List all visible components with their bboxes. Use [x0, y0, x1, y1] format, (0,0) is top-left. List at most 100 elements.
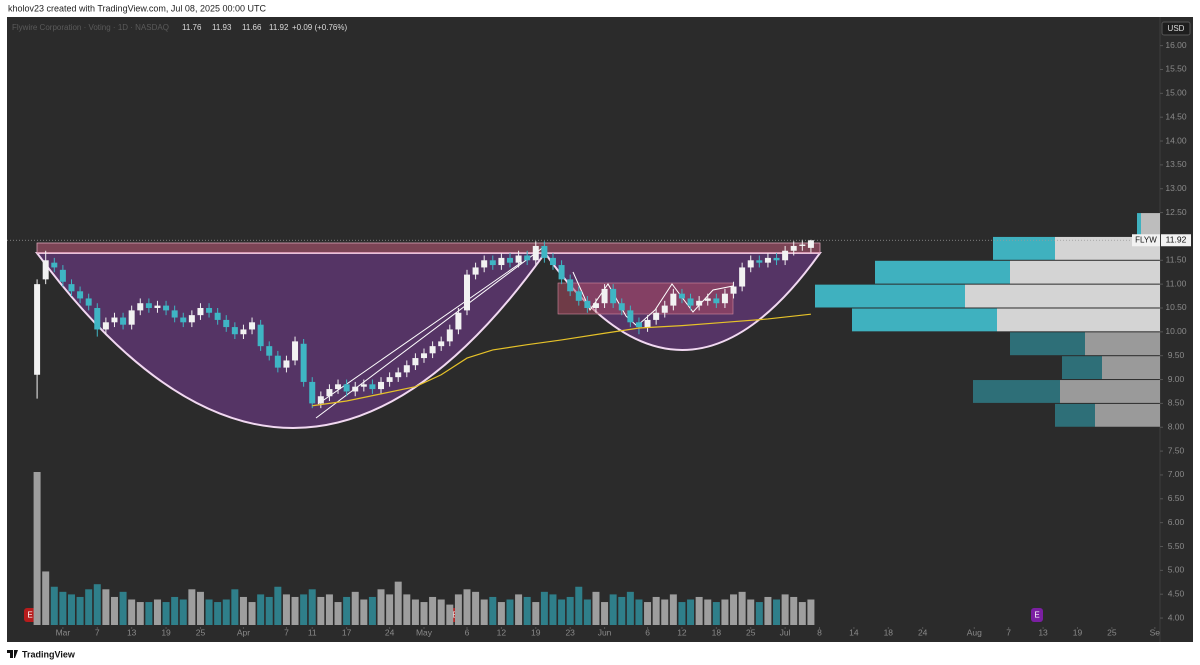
volume-bar — [497, 602, 505, 625]
candle-body — [266, 346, 273, 356]
y-tick-label: 15.50 — [1165, 64, 1187, 74]
candle-body — [300, 343, 307, 382]
candle-body — [34, 284, 41, 375]
candle-body — [111, 317, 118, 323]
volume-bar — [188, 589, 196, 625]
volume-bar — [515, 594, 523, 625]
volume-bar — [291, 596, 299, 625]
earnings-badge[interactable] — [1031, 608, 1043, 622]
y-tick-label: 5.00 — [1168, 565, 1185, 575]
candle-body — [206, 307, 213, 313]
candle-body — [799, 244, 806, 246]
candle-body — [489, 260, 496, 266]
volume-bar — [93, 584, 101, 625]
candle-body — [429, 346, 436, 354]
candle-body — [369, 384, 376, 390]
candle-body — [644, 319, 651, 328]
volume-bar — [274, 586, 282, 625]
volume-bar — [59, 591, 67, 625]
volume-bar — [429, 596, 437, 625]
volume-bar — [669, 594, 677, 625]
volume-bar — [119, 591, 127, 625]
candle-body — [687, 298, 694, 306]
volume-bar — [618, 596, 626, 625]
volume-bar — [480, 599, 488, 625]
candle-body — [77, 291, 84, 299]
x-tick-label: 23 — [565, 627, 575, 637]
profile-down — [1137, 213, 1141, 236]
volume-bar — [145, 602, 153, 625]
volume-bar — [695, 596, 703, 625]
volume-bar — [807, 599, 815, 625]
volume-bar — [136, 602, 144, 625]
x-tick-label: 24 — [918, 627, 928, 637]
candle-body — [764, 257, 771, 263]
candle-body — [59, 269, 66, 282]
candle-body — [678, 293, 685, 299]
candle-body — [567, 279, 574, 292]
y-tick-label: 15.00 — [1165, 88, 1187, 98]
candle-body — [532, 245, 539, 261]
candle-body — [120, 317, 127, 325]
y-tick-label: 10.50 — [1165, 302, 1187, 312]
earnings-label[interactable]: E — [27, 611, 32, 620]
candle-body — [163, 305, 170, 311]
y-tick-label: 7.00 — [1168, 469, 1185, 479]
y-tick-label: 7.50 — [1168, 445, 1185, 455]
volume-bar — [411, 599, 419, 625]
candle-body — [592, 303, 599, 308]
volume-bar — [231, 589, 239, 625]
volume-bar — [687, 599, 695, 625]
volume-bar — [239, 596, 247, 625]
candle-body — [188, 315, 195, 323]
candle-body — [618, 303, 625, 311]
candle-body — [455, 312, 462, 330]
volume-bar — [489, 596, 497, 625]
y-tick-label: 9.00 — [1168, 374, 1185, 384]
x-tick-label: 14 — [849, 627, 859, 637]
candle-body — [661, 305, 668, 313]
candle-body — [94, 307, 101, 330]
profile-up — [1141, 213, 1160, 236]
volume-bar — [205, 599, 213, 625]
profile-up — [1085, 332, 1160, 356]
x-tick-label: 11 — [308, 627, 317, 637]
trend-line — [317, 261, 523, 405]
candle-body — [739, 267, 746, 287]
symbol-box — [1132, 234, 1160, 247]
y-tick-label: 13.00 — [1165, 183, 1187, 193]
profile-down — [852, 308, 997, 332]
volume-bar — [248, 602, 256, 625]
y-tick-label: 14.00 — [1165, 135, 1187, 145]
volume-bar — [661, 599, 669, 625]
currency-box[interactable] — [1161, 21, 1191, 36]
volume-bar — [257, 594, 265, 625]
volume-bar — [583, 599, 591, 625]
candle-body — [343, 384, 350, 392]
volume-bar — [162, 602, 170, 625]
candle-body — [197, 307, 204, 316]
volume-bar — [798, 602, 806, 625]
candle-body — [154, 305, 161, 308]
candle-body — [85, 298, 92, 306]
volume-bar — [33, 472, 41, 625]
symbol-label: FLYW — [1135, 235, 1157, 244]
currency[interactable]: USD — [1168, 24, 1185, 33]
candle-body — [670, 293, 677, 306]
earnings-label[interactable]: E — [1034, 611, 1039, 620]
candle-body — [240, 329, 247, 335]
x-tick-label: 18 — [884, 627, 894, 637]
y-tick-label: 8.00 — [1168, 421, 1185, 431]
volume-bar — [153, 599, 161, 625]
earnings-badge[interactable] — [24, 608, 36, 622]
candle-body — [128, 310, 135, 325]
volume-bar — [179, 599, 187, 625]
candle-body — [627, 310, 634, 323]
x-tick-label: 12 — [497, 627, 507, 637]
x-tick-label: 18 — [712, 627, 722, 637]
volume-bar — [626, 591, 634, 625]
y-tick-label: 11.00 — [1166, 278, 1187, 288]
volume-bar — [171, 596, 179, 625]
